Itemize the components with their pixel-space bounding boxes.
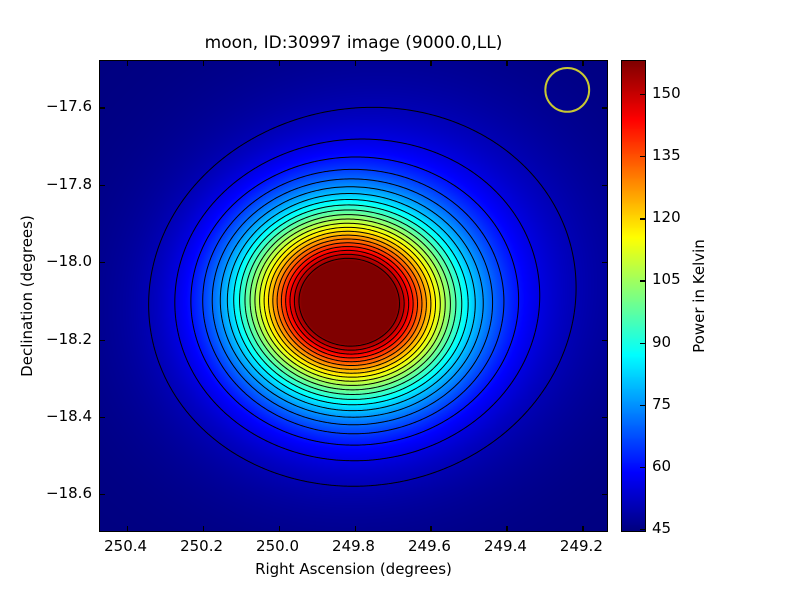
colorbar-tick — [640, 528, 645, 531]
x-tick-bottom — [506, 526, 508, 531]
y-tick-label: −17.8 — [46, 174, 92, 193]
colorbar-tick-label: 90 — [652, 332, 672, 351]
colorbar-tick-label: 135 — [652, 146, 681, 165]
x-tick-top — [506, 61, 508, 66]
x-tick-bottom — [354, 526, 356, 531]
colorbar — [621, 60, 646, 532]
contour-line — [249, 214, 451, 391]
beam-circle-icon — [544, 66, 591, 113]
colorbar-tick-label: 105 — [652, 270, 681, 289]
colorbar-tick-label: 150 — [652, 84, 681, 103]
contour-line — [219, 186, 484, 418]
x-axis-label: Right Ascension (degrees) — [255, 560, 452, 578]
y-tick-label: −18.0 — [46, 252, 92, 271]
contour-line — [259, 222, 441, 382]
colorbar-label: Power in Kelvin — [690, 239, 708, 353]
x-tick-label: 249.6 — [407, 537, 451, 555]
y-tick-label: −18.2 — [46, 329, 92, 348]
x-tick-top — [126, 61, 128, 66]
contour-line — [202, 168, 505, 435]
x-tick-top — [354, 61, 356, 66]
contour-line — [254, 218, 446, 386]
y-tick-label: −18.4 — [46, 406, 92, 425]
contour-line — [244, 209, 457, 395]
contour-line — [276, 238, 423, 367]
colorbar-tick-label: 60 — [652, 456, 672, 475]
x-tick-bottom — [126, 526, 128, 531]
x-tick-label: 249.8 — [332, 537, 375, 555]
y-tick-right — [602, 494, 607, 496]
contour-line — [190, 156, 520, 446]
contour-line — [226, 193, 476, 412]
image-axes — [99, 60, 608, 532]
colorbar-tick — [640, 218, 645, 220]
colorbar-tick — [640, 342, 645, 344]
contour-line — [239, 204, 463, 400]
beam-marker-overlay — [544, 66, 591, 113]
contour-line — [298, 257, 400, 347]
contour-line — [289, 249, 410, 355]
contour-line — [280, 242, 419, 363]
colorbar-tick — [640, 466, 645, 468]
y-tick-right — [602, 339, 607, 341]
x-tick-label: 249.4 — [483, 537, 527, 555]
colorbar-tick — [640, 156, 645, 158]
x-tick-bottom — [278, 526, 280, 531]
x-tick-bottom — [202, 526, 204, 531]
y-tick-left — [100, 184, 105, 186]
colorbar-gradient — [622, 61, 645, 531]
contour-line — [272, 234, 427, 370]
colorbar-tick-label: 120 — [652, 208, 681, 227]
colorbar-tick-label: 45 — [652, 518, 672, 537]
contour-overlay — [148, 106, 577, 487]
y-tick-left — [100, 339, 105, 341]
y-tick-left — [100, 262, 105, 264]
y-tick-left — [100, 494, 105, 496]
x-tick-top — [582, 61, 584, 66]
colorbar-tick — [640, 280, 645, 282]
y-tick-left — [100, 416, 105, 419]
x-tick-top — [202, 61, 204, 66]
y-tick-right — [602, 416, 607, 419]
x-tick-label: 250.0 — [256, 537, 299, 555]
contour-line — [268, 230, 432, 374]
contour-line — [233, 199, 469, 406]
contour-line — [174, 138, 541, 462]
x-tick-bottom — [430, 526, 432, 531]
x-tick-top — [278, 61, 280, 66]
x-tick-label: 249.2 — [559, 537, 603, 555]
contour-line — [285, 246, 414, 359]
contour-line — [148, 106, 577, 487]
x-tick-top — [430, 61, 432, 66]
y-tick-label: −17.6 — [46, 97, 92, 116]
x-tick-label: 250.4 — [104, 537, 148, 555]
y-tick-right — [602, 107, 607, 109]
y-tick-right — [602, 184, 607, 186]
contour-line — [211, 178, 494, 426]
page-title: moon, ID:30997 image (9000.0,LL) — [204, 33, 503, 53]
x-tick-bottom — [582, 526, 584, 531]
colorbar-tick — [640, 404, 645, 406]
colorbar-tick — [640, 94, 645, 96]
y-tick-right — [602, 262, 607, 264]
y-tick-label: −18.6 — [46, 484, 92, 503]
x-tick-label: 250.2 — [180, 537, 224, 555]
y-tick-left — [100, 107, 105, 109]
contour-line — [263, 226, 437, 378]
contour-line — [293, 253, 405, 351]
colorbar-tick-label: 75 — [652, 394, 672, 413]
y-axis-label: Declination (degrees) — [18, 215, 36, 377]
